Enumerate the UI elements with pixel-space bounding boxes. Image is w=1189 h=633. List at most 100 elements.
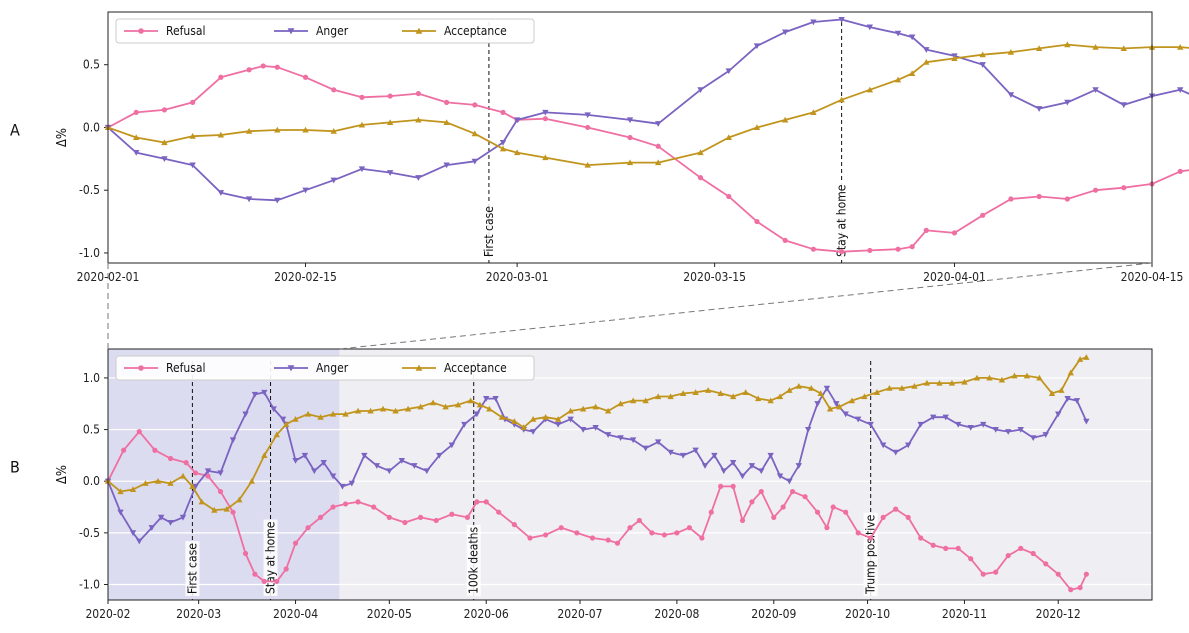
panel-b-series-refusal-point xyxy=(511,521,517,528)
panel-b-series-anger-point xyxy=(204,468,212,475)
panel-a-xtick-label: 2020-03-15 xyxy=(683,270,746,284)
panel-b-series-acceptance-point xyxy=(467,397,474,404)
panel-b-series-refusal-point xyxy=(1068,587,1074,593)
panel-a-ytick-label: -0.5 xyxy=(79,183,100,197)
panel-a-frame xyxy=(107,11,1153,264)
panel-a-series-acceptance-point xyxy=(1035,45,1043,51)
panel-a-series-anger-point xyxy=(330,177,337,184)
panel-b-xtick-label: 2020-03 xyxy=(176,607,221,621)
panel-a-series-anger-point xyxy=(697,87,704,94)
panel-b-series-anger-point xyxy=(270,406,277,413)
panel-b-series-anger-point xyxy=(461,421,468,428)
panel-b-series-acceptance-point xyxy=(808,385,815,391)
panel-b-series-acceptance-point xyxy=(179,472,187,479)
panel-a-series-anger-point xyxy=(443,162,450,169)
panel-b-series-acceptance-point xyxy=(948,379,956,386)
panel-b-series-refusal-point xyxy=(771,514,777,520)
panel-b-series-refusal-point xyxy=(449,511,455,517)
panel-b-series-anger-point xyxy=(567,416,574,423)
panel-b-legend-label-anger: Anger xyxy=(316,361,349,375)
panel-a-series-refusal-point xyxy=(359,94,365,100)
panel-b-series-acceptance-point xyxy=(476,401,484,408)
panel-b-series-acceptance-point xyxy=(223,505,230,512)
panel-a-series-anger-point xyxy=(133,150,140,156)
panel-b-series-anger-point xyxy=(720,468,727,475)
panel-b-series-refusal-point xyxy=(1018,545,1024,551)
panel-b-series-refusal-point xyxy=(830,504,836,510)
panel-a-series-anger-point xyxy=(358,166,366,173)
panel-a-series-acceptance-point xyxy=(217,131,225,138)
panel-b-series-acceptance-point xyxy=(189,483,196,489)
panel-a-series-refusal-point xyxy=(697,175,704,181)
panel-b-series-anger-point xyxy=(279,416,287,423)
panel-b-series-acceptance-point xyxy=(786,387,793,393)
panel-b-series-acceptance-point xyxy=(886,385,893,391)
panel-b-xtick-label: 2020-12 xyxy=(1036,607,1081,621)
panel-a-series-refusal-point xyxy=(839,249,845,255)
panel-a-series-refusal-point xyxy=(909,244,915,250)
panel-b-series-refusal-point xyxy=(1030,550,1036,557)
panel-b-series-anger-point xyxy=(242,411,249,418)
panel-b-series-refusal-point xyxy=(183,460,189,466)
panel-a-series-acceptance-point xyxy=(810,109,817,115)
panel-b-series-anger-point xyxy=(217,470,224,477)
panel-a-series-refusal-point xyxy=(923,227,929,233)
panel-b-series-refusal-point xyxy=(1055,571,1061,577)
panel-a-ytick-label: -1.0 xyxy=(79,246,100,260)
panel-b-series-anger-point xyxy=(617,435,624,442)
panel-a-series-refusal-point xyxy=(951,230,958,236)
panel-b-series-refusal-point xyxy=(483,499,489,505)
panel-b-series-acceptance-point xyxy=(654,393,662,400)
panel-b-series-anger-point xyxy=(642,445,649,452)
panel-b-series-anger-point xyxy=(795,463,802,469)
panel-b-series-acceptance-point xyxy=(554,416,562,422)
panel-b-series-refusal-point xyxy=(543,532,549,538)
panel-a-series-refusal-point xyxy=(1036,193,1042,200)
panel-b-series-acceptance-point xyxy=(529,416,537,422)
panel-b-series-refusal-point xyxy=(730,483,736,489)
panel-b-legend-label-refusal: Refusal xyxy=(166,361,206,375)
panel-a-series-acceptance-line xyxy=(107,43,1189,166)
panel-b-series-acceptance-point xyxy=(1067,369,1074,376)
panel-b-series-acceptance-point xyxy=(1036,374,1043,381)
panel-b-series-acceptance-point xyxy=(442,403,449,410)
panel-b-series-anger-point xyxy=(729,460,737,466)
panel-b-series-acceptance-point xyxy=(567,407,574,414)
panel-b-series-acceptance-point xyxy=(1011,372,1018,379)
panel-b-event-label-bg xyxy=(185,541,200,596)
panel-a-xtick-label: 2020-04-15 xyxy=(1121,270,1184,284)
panel-a-series-anger-point xyxy=(1177,87,1184,94)
panel-a-series-anger-point xyxy=(161,156,168,163)
panel-b-series-anger-point xyxy=(179,514,187,521)
panel-b-series-refusal-point xyxy=(968,556,974,562)
panel-b-series-anger-point xyxy=(1083,418,1090,425)
panel-b-series-acceptance-point xyxy=(317,413,324,420)
panel-a-series-acceptance-point xyxy=(1177,43,1184,50)
panel-a-legend-label-acceptance: Acceptance xyxy=(444,24,507,38)
panel-a-series-anger-point xyxy=(302,187,309,194)
panel-a-series-anger-point xyxy=(908,34,916,41)
panel-a-series-refusal-point xyxy=(1008,196,1014,202)
panel-a-xtick-label: 2020-03-01 xyxy=(486,270,549,284)
panel-a-series-anger-point xyxy=(1092,87,1099,94)
panel-a-series-acceptance-point xyxy=(894,76,902,83)
panel-b-series-acceptance-point xyxy=(248,478,255,484)
panel-b-series-anger-point xyxy=(1030,435,1037,442)
panel-b-event-label: Stay at home xyxy=(264,521,278,594)
panel-a-series-acceptance-point xyxy=(725,134,732,141)
panel-a-series-refusal-point xyxy=(542,116,548,122)
panel-b-series-acceptance-point xyxy=(579,405,587,412)
panel-a-series-acceptance-point xyxy=(542,154,549,161)
panel-b-series-anger-point xyxy=(967,424,974,431)
panel-a-series-refusal-point xyxy=(415,90,421,97)
panel-a-series-refusal-point xyxy=(387,93,393,99)
panel-b-legend-box xyxy=(115,355,535,381)
panel-b-series-anger-point xyxy=(942,414,949,421)
panel-a-series-acceptance-point xyxy=(513,149,521,156)
panel-b-series-refusal-point xyxy=(814,509,821,515)
panel-b-ytick-label: 0.0 xyxy=(83,474,100,488)
panel-b-series-anger-point xyxy=(604,432,612,438)
panel-a-series-refusal-point xyxy=(1121,185,1127,191)
panel-b-series-acceptance-point xyxy=(129,486,137,493)
panel-b-series-refusal-point xyxy=(252,571,258,577)
